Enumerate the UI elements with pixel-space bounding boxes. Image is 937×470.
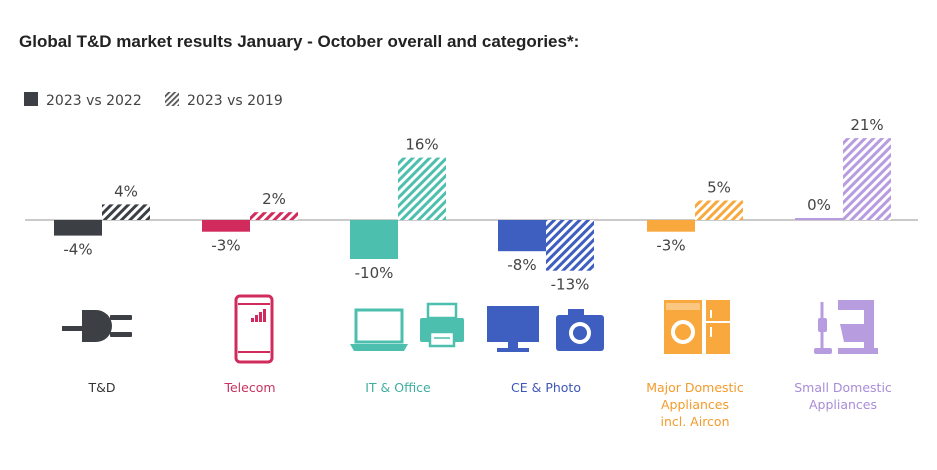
bar-it-office-2023-vs-2019	[398, 157, 446, 220]
category-label-small-domestic-appliances-line1: Small Domestic	[794, 380, 892, 395]
bar-it-office-2023-vs-2022	[350, 220, 398, 259]
value-label-telecom-2023-vs-2019: 2%	[262, 190, 286, 208]
bar-telecom-2023-vs-2019	[250, 212, 298, 220]
value-label-it-office-2023-vs-2022: -10%	[355, 264, 394, 282]
bar-major-domestic-appliances-incl-aircon-2023-vs-2022	[647, 220, 695, 232]
category-label-major-domestic-appliances-incl-aircon-line1: Major Domestic	[646, 380, 744, 395]
washer-fridge-icon	[664, 300, 730, 354]
category-label-it-office: IT & Office	[365, 380, 431, 395]
legend: 2023 vs 2022 2023 vs 2019	[24, 92, 283, 109]
category-icons	[62, 294, 878, 364]
bar-small-domestic-appliances-2023-vs-2022	[795, 218, 843, 220]
category-label-telecom: Telecom	[223, 380, 275, 395]
bar-telecom-2023-vs-2022	[202, 220, 250, 232]
category-label-t-d: T&D	[87, 380, 115, 395]
plug-icon	[62, 310, 132, 342]
tv-camera-icon	[487, 306, 604, 352]
value-label-ce-photo-2023-vs-2019: -13%	[551, 276, 590, 294]
smartphone-icon	[234, 294, 274, 364]
value-label-t-d-2023-vs-2022: -4%	[63, 241, 92, 259]
value-label-small-domestic-appliances-2023-vs-2022: 0%	[807, 196, 831, 214]
bar-small-domestic-appliances-2023-vs-2019	[843, 138, 891, 220]
category-label-ce-photo: CE & Photo	[511, 380, 581, 395]
value-label-telecom-2023-vs-2022: -3%	[211, 237, 240, 255]
category-labels: T&D Telecom IT & Office CE & Photo Major Dom…	[87, 380, 891, 429]
category-label-major-domestic-appliances-incl-aircon-line3: incl. Aircon	[660, 414, 729, 429]
bar-major-domestic-appliances-incl-aircon-2023-vs-2019	[695, 200, 743, 220]
bar-ce-photo-2023-vs-2022	[498, 220, 546, 252]
legend-swatch-2023-vs-2022	[24, 92, 38, 106]
vacuum-mixer-icon	[814, 300, 878, 354]
legend-swatch-2023-vs-2019	[165, 92, 179, 106]
value-label-ce-photo-2023-vs-2022: -8%	[507, 256, 536, 274]
value-label-small-domestic-appliances-2023-vs-2019: 21%	[850, 116, 883, 134]
bar-ce-photo-2023-vs-2019	[546, 220, 594, 271]
laptop-printer-icon	[350, 302, 464, 351]
legend-label-2023-vs-2019: 2023 vs 2019	[187, 93, 283, 109]
category-label-major-domestic-appliances-incl-aircon-line2: Appliances	[661, 397, 729, 412]
value-label-major-domestic-appliances-incl-aircon-2023-vs-2019: 5%	[707, 179, 731, 197]
value-label-it-office-2023-vs-2019: 16%	[405, 136, 438, 154]
legend-label-2023-vs-2022: 2023 vs 2022	[46, 93, 142, 109]
bars: -4% 4% -3% 2% -10% 16% -8% -13% -3% 5% 0% 21%	[54, 116, 891, 294]
bar-t-d-2023-vs-2019	[102, 204, 150, 220]
category-label-small-domestic-appliances-line2: Appliances	[809, 397, 877, 412]
chart-title: Global T&D market results January - Octo…	[19, 32, 580, 51]
bar-t-d-2023-vs-2022	[54, 220, 102, 236]
value-label-major-domestic-appliances-incl-aircon-2023-vs-2022: -3%	[656, 237, 685, 255]
value-label-t-d-2023-vs-2019: 4%	[114, 182, 138, 200]
